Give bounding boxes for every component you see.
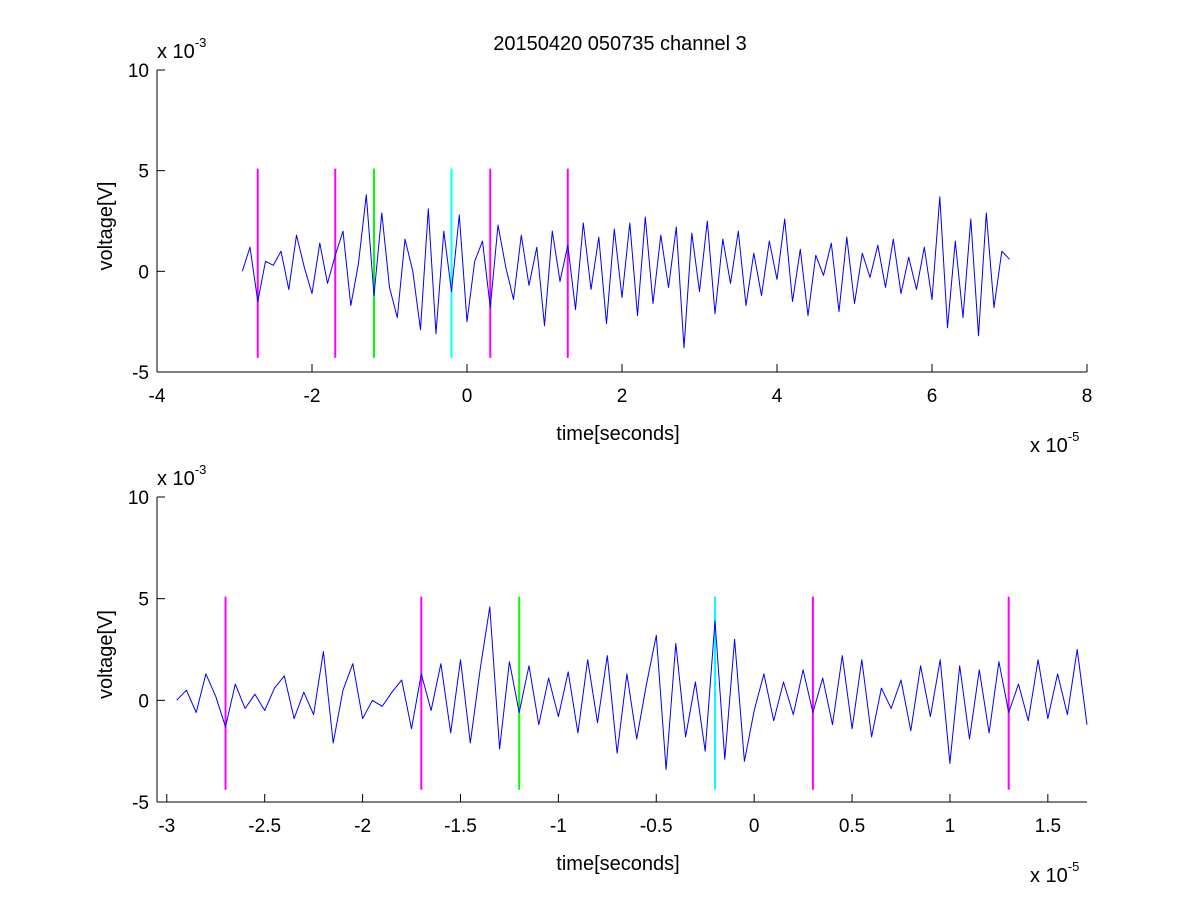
chart-1-x-exponent-power: -5 (1068, 859, 1080, 874)
chart-1-x-axis-label: time[seconds] (556, 853, 679, 875)
chart-0-x-tick-label: 8 (1082, 386, 1093, 407)
figure-title: 20150420 050735 channel 3 (493, 33, 747, 55)
chart-1-x-tick-label: -3 (158, 816, 175, 837)
chart-0-x-exponent-power: -5 (1068, 429, 1080, 444)
chart-1-y-tick-label: -5 (132, 793, 149, 814)
chart-1-y-tick-label: 10 (128, 488, 149, 509)
chart-0-x-tick-label: 0 (462, 386, 473, 407)
chart-0-x-tick-label: 2 (617, 386, 628, 407)
chart-0-x-axis-label: time[seconds] (556, 423, 679, 445)
chart-0-y-tick-label: 5 (138, 162, 149, 183)
chart-0-x-tick-label: 6 (927, 386, 938, 407)
chart-0-y-tick-label: 0 (138, 262, 149, 283)
chart-1-y-tick-label: 0 (138, 691, 149, 712)
chart-0-x-tick-label: -2 (304, 386, 321, 407)
chart-1-x-tick-label: -1.5 (444, 816, 477, 837)
chart-1-x-tick-label: 0.5 (839, 816, 865, 837)
chart-0-y-tick-label: 10 (128, 61, 149, 82)
chart-1-y-axis-label: voltage[V] (95, 610, 117, 699)
chart-1-x-tick-label: -2 (354, 816, 371, 837)
chart-1-x-tick-label: -1 (550, 816, 567, 837)
chart-1-x-tick-label: 1.5 (1035, 816, 1061, 837)
chart-1-y-tick-label: 5 (138, 590, 149, 611)
chart-1-x-tick-label: -2.5 (248, 816, 281, 837)
chart-1-x-tick-label: -0.5 (640, 816, 673, 837)
chart-0-y-exponent-power: -3 (195, 35, 207, 50)
chart-1-x-tick-label: 0 (749, 816, 760, 837)
chart-1-y-exponent-power: -3 (195, 462, 207, 477)
chart-0-y-axis-label: voltage[V] (95, 182, 117, 271)
chart-0-y-tick-label: -5 (132, 363, 149, 384)
chart-1-signal-line (176, 606, 1088, 770)
chart-0-x-tick-label: -4 (149, 386, 166, 407)
chart-0-x-tick-label: 4 (772, 386, 783, 407)
chart-0-signal-line (241, 194, 1010, 349)
chart-1-x-tick-label: 1 (945, 816, 956, 837)
